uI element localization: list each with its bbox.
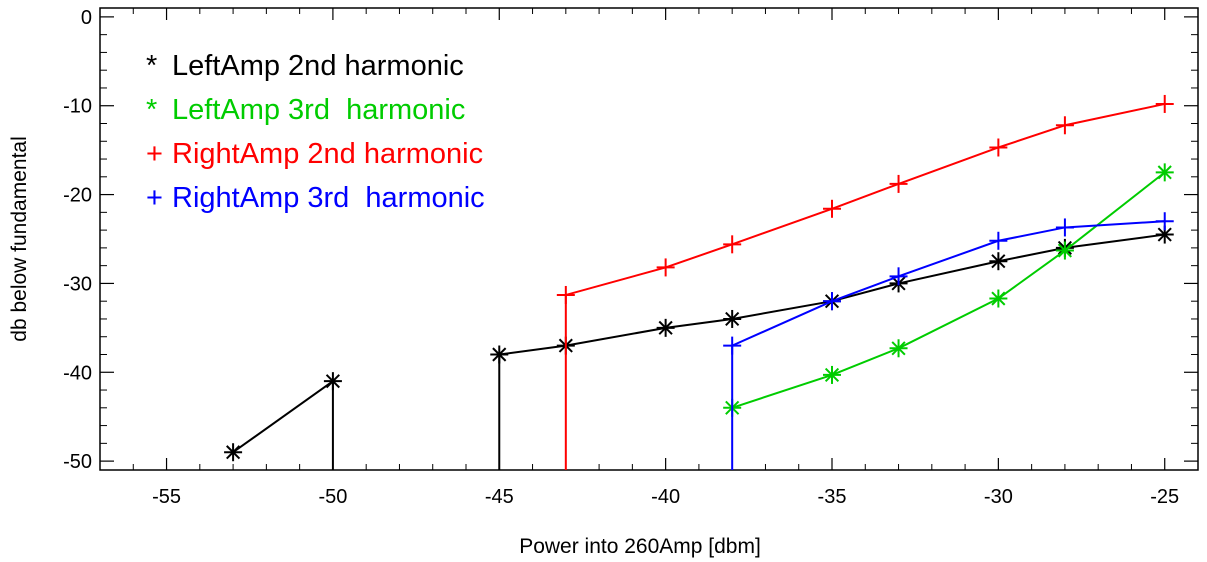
data-point [1155,163,1174,182]
point-stroke [991,254,1006,269]
data-point [1055,116,1074,135]
data-point [889,267,908,286]
y-tick-label: -30 [63,273,92,295]
legend: * LeftAmp 2nd harmonic * LeftAmp 3rd harmon… [146,50,485,214]
data-point [656,318,675,337]
legend-symbol: + [146,182,163,214]
data-point [889,174,908,193]
point-stroke [492,347,507,362]
data-point [823,292,841,311]
y-axis-label: db below fundamental [8,136,31,341]
legend-symbol: * [146,50,157,82]
y-tick-label: -10 [63,96,92,118]
y-tick-label: -50 [63,451,92,473]
data-point [1055,218,1074,237]
y-tick-label: 0 [81,7,92,29]
data-point [823,365,841,384]
point-stroke [725,311,740,327]
legend-symbol: + [146,138,163,170]
data-point [323,372,342,391]
data-point [723,235,742,254]
series-0 [224,225,1174,470]
x-tick-label: -35 [818,486,847,508]
x-tick-label: -50 [318,486,347,508]
legend-label: LeftAmp 2nd harmonic [172,50,464,82]
point-stroke [658,320,673,335]
legend-label: LeftAmp 3rd harmonic [172,94,465,126]
legend-symbol: * [146,94,157,126]
y-tick-label: -20 [63,185,92,207]
data-point [823,199,841,218]
data-point [556,285,575,304]
series-line [731,171,1166,409]
data-point [989,252,1008,271]
legend-label: RightAmp 3rd harmonic [172,182,485,214]
x-tick-label: -55 [152,486,181,508]
point-stroke [325,374,340,389]
data-point [989,138,1008,157]
legend-label: RightAmp 2nd harmonic [172,138,483,170]
data-point [989,289,1008,308]
series-1 [723,163,1174,417]
data-point [224,443,243,462]
series-line [731,220,1165,470]
series-2 [556,94,1174,470]
data-point [1155,225,1174,244]
data-point [723,309,742,328]
x-axis-label: Power into 260Amp [dbm] [519,535,761,558]
data-point [1155,212,1174,231]
data-point [889,339,908,358]
x-tick-label: -45 [485,486,514,508]
point-stroke [1057,243,1072,258]
series-3 [723,212,1174,470]
x-tick-label: -25 [1150,486,1179,508]
data-point [1155,94,1174,113]
data-point [656,258,675,277]
point-stroke [824,367,840,383]
point-stroke [991,291,1006,306]
point-stroke [1157,227,1172,242]
data-point [490,345,509,364]
y-tick-label: -40 [63,362,92,384]
ticks: -55 -50 -45 -40 -35 -30 -25 0 -10 -20 -30 -40 -50 [63,7,1199,508]
x-tick-label: -30 [984,486,1013,508]
plot-frame [99,7,1199,471]
series-line [232,233,1165,470]
series-layer [224,94,1174,470]
point-stroke [1157,165,1172,180]
point-stroke [891,341,906,356]
data-point [1055,241,1074,260]
x-tick-label: -40 [651,486,680,508]
point-stroke [226,445,241,460]
data-point [989,231,1008,250]
data-point [723,336,742,355]
